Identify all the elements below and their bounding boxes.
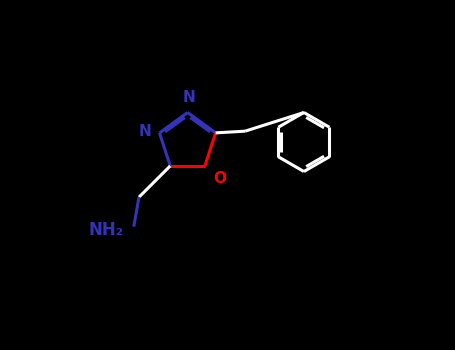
Text: O: O (213, 171, 227, 186)
Text: N: N (139, 124, 152, 139)
Text: NH₂: NH₂ (88, 221, 123, 239)
Text: N: N (183, 90, 196, 105)
